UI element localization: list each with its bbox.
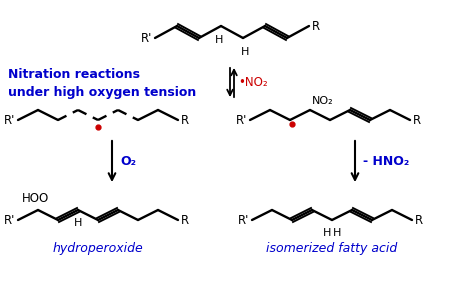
Text: H: H	[74, 218, 82, 228]
Text: R: R	[181, 214, 189, 226]
Text: hydroperoxide: hydroperoxide	[53, 242, 143, 255]
Text: •NO₂: •NO₂	[238, 76, 268, 89]
Text: H: H	[323, 228, 331, 238]
Text: H: H	[241, 47, 249, 57]
Text: R': R'	[4, 113, 15, 127]
Text: H: H	[333, 228, 341, 238]
Text: R': R'	[236, 113, 247, 127]
Text: R': R'	[4, 214, 15, 226]
Text: O₂: O₂	[120, 155, 136, 168]
Text: R: R	[312, 20, 320, 33]
Text: R': R'	[141, 32, 152, 45]
Text: HOO: HOO	[22, 192, 50, 205]
Text: R: R	[415, 214, 423, 226]
Text: NO₂: NO₂	[312, 96, 334, 106]
Text: R': R'	[237, 214, 249, 226]
Text: H: H	[215, 35, 223, 45]
Text: Nitration reactions
under high oxygen tension: Nitration reactions under high oxygen te…	[8, 68, 196, 99]
Text: R: R	[181, 113, 189, 127]
Text: - HNO₂: - HNO₂	[363, 155, 409, 168]
Text: R: R	[413, 113, 421, 127]
Text: isomerized fatty acid: isomerized fatty acid	[266, 242, 398, 255]
